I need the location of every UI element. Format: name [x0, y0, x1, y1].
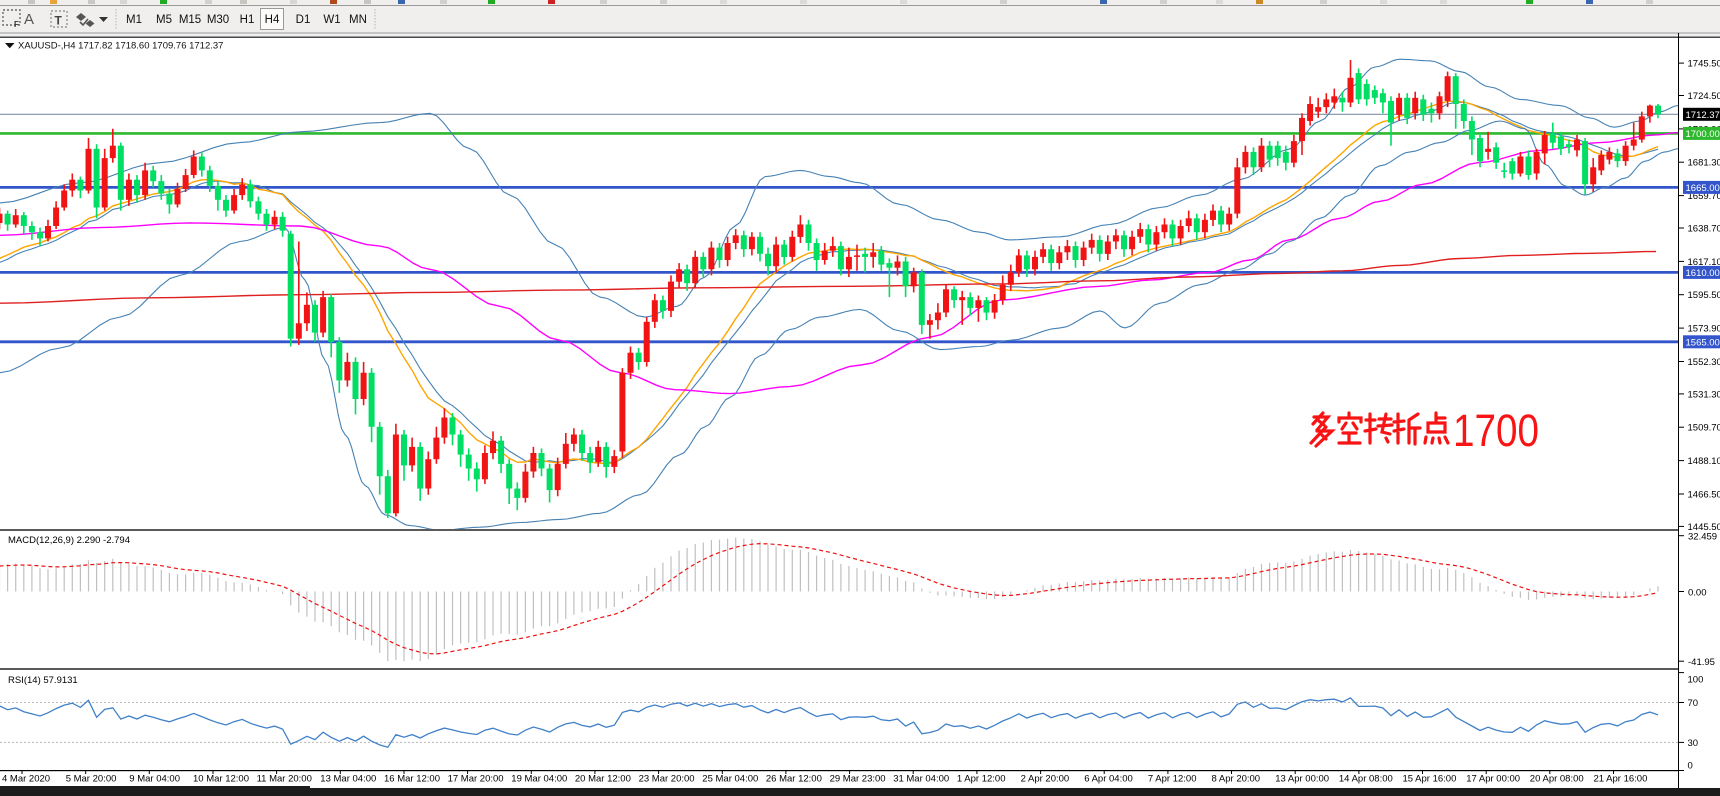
svg-text:M5: M5 [156, 14, 172, 26]
svg-text:19 Mar 04:00: 19 Mar 04:00 [511, 774, 567, 785]
svg-text:20 Apr 08:00: 20 Apr 08:00 [1530, 774, 1584, 785]
svg-text:15 Apr 16:00: 15 Apr 16:00 [1403, 774, 1457, 785]
svg-text:T: T [55, 14, 63, 28]
svg-text:14 Apr 08:00: 14 Apr 08:00 [1339, 774, 1393, 785]
svg-text:M15: M15 [179, 14, 201, 26]
svg-text:1552.30: 1552.30 [1688, 357, 1720, 368]
svg-text:D1: D1 [296, 14, 311, 26]
svg-text:30: 30 [1688, 738, 1699, 749]
svg-text:1595.50: 1595.50 [1688, 290, 1720, 301]
svg-text:23 Mar 20:00: 23 Mar 20:00 [639, 774, 695, 785]
svg-text:11 Mar 20:00: 11 Mar 20:00 [257, 774, 312, 785]
svg-text:H4: H4 [265, 14, 280, 26]
svg-text:9 Mar 04:00: 9 Mar 04:00 [129, 774, 180, 785]
svg-text:1745.50: 1745.50 [1688, 59, 1720, 70]
svg-text:10 Mar 12:00: 10 Mar 12:00 [193, 774, 249, 785]
svg-text:MN: MN [349, 14, 367, 26]
svg-text:4 Mar 2020: 4 Mar 2020 [2, 774, 50, 785]
svg-text:M30: M30 [207, 14, 229, 26]
svg-text:W1: W1 [323, 14, 340, 26]
svg-text:1445.50: 1445.50 [1688, 522, 1720, 533]
svg-text:26 Mar 12:00: 26 Mar 12:00 [766, 774, 822, 785]
svg-text:7 Apr 12:00: 7 Apr 12:00 [1148, 774, 1197, 785]
svg-text:8 Apr 20:00: 8 Apr 20:00 [1212, 774, 1261, 785]
svg-text:1 Apr 12:00: 1 Apr 12:00 [957, 774, 1006, 785]
svg-text:20 Mar 12:00: 20 Mar 12:00 [575, 774, 631, 785]
svg-text:13 Mar 04:00: 13 Mar 04:00 [320, 774, 376, 785]
svg-text:1681.30: 1681.30 [1688, 158, 1720, 169]
svg-text:1712.37: 1712.37 [1686, 110, 1720, 121]
svg-text:H1: H1 [240, 14, 255, 26]
svg-text:17 Mar 20:00: 17 Mar 20:00 [448, 774, 504, 785]
svg-text:21 Apr 16:00: 21 Apr 16:00 [1594, 774, 1648, 785]
svg-text:31 Mar 04:00: 31 Mar 04:00 [893, 774, 949, 785]
svg-text:17 Apr 00:00: 17 Apr 00:00 [1466, 774, 1520, 785]
svg-text:1659.70: 1659.70 [1688, 191, 1720, 202]
svg-text:1565.00: 1565.00 [1686, 338, 1720, 349]
svg-text:1700.00: 1700.00 [1686, 129, 1720, 140]
svg-text:1700: 1700 [1453, 405, 1539, 456]
svg-text:0: 0 [1688, 761, 1693, 772]
svg-text:32.459: 32.459 [1688, 532, 1717, 543]
svg-text:XAUUSD-,H4 1717.82 1718.60 17: XAUUSD-,H4 1717.82 1718.60 1709.76 1712.… [18, 41, 223, 52]
svg-text:1610.00: 1610.00 [1686, 268, 1720, 279]
svg-text:16 Mar 12:00: 16 Mar 12:00 [384, 774, 440, 785]
svg-text:MACD(12,26,9) 2.290 -2.794: MACD(12,26,9) 2.290 -2.794 [8, 535, 130, 546]
svg-text:70: 70 [1688, 698, 1699, 709]
svg-text:6 Apr 04:00: 6 Apr 04:00 [1084, 774, 1133, 785]
svg-text:29 Mar 23:00: 29 Mar 23:00 [830, 774, 886, 785]
svg-text:1466.50: 1466.50 [1688, 490, 1720, 501]
svg-text:5 Mar 20:00: 5 Mar 20:00 [66, 774, 117, 785]
svg-text:25 Mar 04:00: 25 Mar 04:00 [702, 774, 758, 785]
svg-text:1617.10: 1617.10 [1688, 257, 1720, 268]
svg-text:1573.90: 1573.90 [1688, 324, 1720, 335]
svg-text:1488.10: 1488.10 [1688, 456, 1720, 467]
svg-text:RSI(14) 57.9131: RSI(14) 57.9131 [8, 675, 78, 686]
svg-text:A: A [24, 11, 34, 28]
svg-text:13 Apr 00:00: 13 Apr 00:00 [1275, 774, 1329, 785]
svg-text:-41.95: -41.95 [1688, 657, 1715, 668]
svg-text:F: F [14, 20, 19, 29]
svg-text:1531.30: 1531.30 [1688, 389, 1720, 400]
svg-text:2 Apr 20:00: 2 Apr 20:00 [1021, 774, 1070, 785]
svg-text:1638.70: 1638.70 [1688, 224, 1720, 235]
svg-text:0.00: 0.00 [1688, 588, 1707, 599]
svg-text:1509.70: 1509.70 [1688, 423, 1720, 434]
svg-text:M1: M1 [126, 14, 142, 26]
svg-text:1724.50: 1724.50 [1688, 91, 1720, 102]
svg-text:100: 100 [1688, 675, 1704, 686]
svg-text:1665.00: 1665.00 [1686, 183, 1720, 194]
